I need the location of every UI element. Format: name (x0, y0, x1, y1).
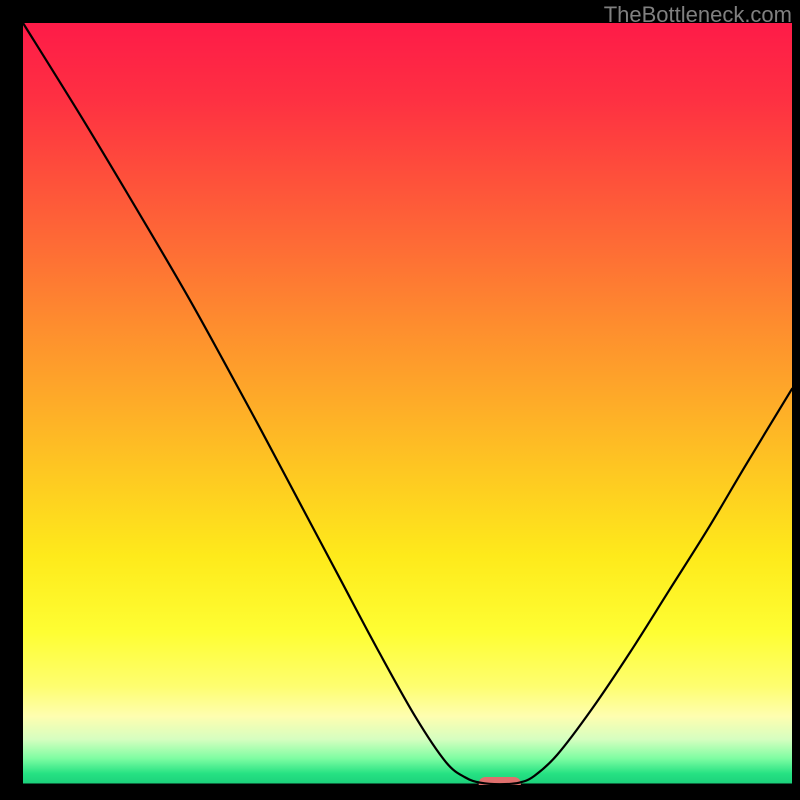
frame-left (0, 0, 23, 800)
frame-right (792, 0, 800, 800)
watermark-text: TheBottleneck.com (604, 2, 792, 27)
frame-bottom (0, 785, 800, 800)
bottleneck-heatmap-background (23, 23, 792, 785)
